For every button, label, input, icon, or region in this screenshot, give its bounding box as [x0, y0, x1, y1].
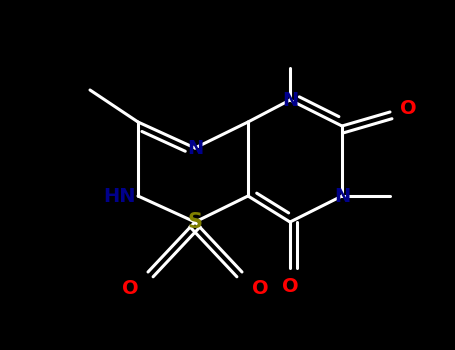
Text: S: S: [187, 212, 202, 232]
Text: O: O: [399, 98, 416, 118]
Text: N: N: [282, 91, 298, 110]
Text: HN: HN: [103, 187, 136, 205]
Text: O: O: [282, 276, 298, 295]
Text: N: N: [334, 187, 350, 205]
Text: O: O: [121, 279, 138, 298]
Text: N: N: [187, 139, 203, 158]
Text: O: O: [252, 279, 268, 298]
